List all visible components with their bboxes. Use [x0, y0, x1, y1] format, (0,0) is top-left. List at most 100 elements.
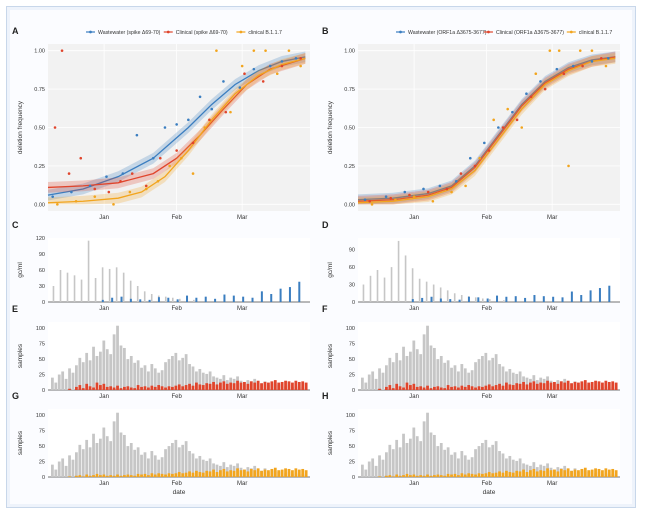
panel-c-gray-bar [80, 279, 83, 302]
panel-e-ytick-label: 25 [39, 373, 45, 379]
panel-a-data-point [280, 64, 284, 68]
panel-h-accent-bar [532, 468, 536, 477]
panel-g-accent-bar [287, 468, 291, 477]
panel-f-accent-bar [419, 386, 423, 390]
panel-f-accent-bar [470, 386, 474, 390]
panel-a-data-point [294, 57, 298, 60]
panel-a-xtick-label: Mar [237, 215, 247, 221]
panel-f-gray-bar [367, 374, 371, 390]
panel-g-ytick-label: 50 [39, 444, 45, 450]
panel-d-blue-bar [570, 291, 573, 302]
panel-h-accent-bar [422, 475, 426, 477]
panel-f-gray-bar [498, 364, 501, 390]
panel-e-accent-bar [236, 380, 239, 390]
panel-e-gray-bar [153, 368, 157, 390]
panel-d-blue-bar [552, 296, 555, 302]
panel-h-accent-bar [477, 473, 481, 477]
panel-a-data-point [105, 175, 108, 178]
panel-e-gray-bar [188, 364, 191, 390]
panel-h-accent-bar [566, 468, 570, 477]
panel-a-data-point [268, 64, 272, 68]
panel-g-accent-bar [78, 475, 82, 477]
panel-f-accent-bar [583, 380, 587, 390]
panel-h-gray-bar [505, 458, 508, 477]
panel-b-data-point [478, 156, 481, 160]
panel-f-ytick-label: 50 [349, 357, 355, 363]
panel-f-xtick-label: Mar [547, 394, 557, 400]
panel-g-gray-bar [150, 451, 154, 477]
panel-e-gray-bar [184, 354, 188, 390]
panel-g-accent-bar [160, 473, 164, 477]
panel-h-accent-bar [525, 472, 529, 477]
panel-f-gray-bar [525, 377, 529, 390]
panel-e-gray-bar [123, 347, 126, 390]
panel-f-accent-bar [498, 383, 501, 390]
panel-h-accent-bar [460, 473, 464, 477]
panel-f-accent-bar [601, 382, 604, 390]
panel-f-accent-bar [460, 385, 464, 390]
panel-c-gray-bar [59, 270, 62, 302]
panel-c-blue-bar [167, 297, 170, 302]
panel-g-accent-bar [177, 472, 181, 477]
panel-c-blue-bar [120, 296, 123, 302]
panel-c-ytick-label: 120 [36, 236, 45, 242]
panel-e-accent-bar [126, 386, 130, 390]
panel-e-gray-bar [78, 357, 82, 390]
panel-f-accent-bar [388, 385, 392, 390]
panel-f-gray-bar [463, 368, 467, 390]
panel-g-ytick-label: 75 [39, 429, 45, 435]
panel-h-gray-bar [433, 434, 436, 477]
panel-f-accent-bar [391, 388, 395, 390]
panel-h-accent-bar [549, 470, 553, 477]
panel-e-accent-bar [136, 385, 140, 390]
panel-b-data-point [389, 196, 393, 200]
panel-e-gray-bar [54, 382, 58, 390]
panel-h-gray-bar [453, 452, 457, 477]
panel-h-gray-bar [419, 441, 423, 477]
panel-f-gray-bar [491, 357, 495, 390]
panel-e-gray-bar [81, 362, 85, 390]
panel-e-accent-bar [267, 382, 270, 390]
panel-h-accent-bar [573, 469, 577, 477]
panel-h-gray-bar [402, 433, 405, 477]
panel-f-accent-bar [450, 386, 453, 390]
panel-h-accent-bar [515, 470, 519, 477]
panel-e-accent-bar [284, 380, 287, 390]
panel-f-gray-bar [429, 345, 433, 390]
panel-h-ytick-label: 50 [349, 444, 355, 450]
panel-d-blue-bar [589, 290, 592, 302]
panel-f-gray-bar [426, 325, 429, 390]
panel-g-gray-bar [102, 427, 106, 477]
panel-b-data-point [520, 126, 524, 129]
panel-e-gray-bar [140, 367, 143, 390]
panel-f-gray-bar [398, 360, 402, 390]
panel-f-gray-bar [374, 378, 378, 390]
panel-g-accent-bar [222, 468, 226, 477]
panel-d-gray-bar [460, 295, 463, 302]
panel-d-blue-bar [580, 295, 583, 302]
panel-f-accent-bar [415, 386, 419, 390]
panel-g-gray-bar [88, 447, 92, 477]
panel-g-accent-bar [212, 469, 215, 477]
panel-e-accent-bar [112, 387, 116, 390]
panel-c-xtick-label: Mar [237, 306, 247, 312]
panel-f-gray-bar [511, 372, 515, 390]
panel-b-data-point [370, 203, 374, 206]
panel-e-gray-bar [201, 372, 205, 390]
panel-e-accent-bar [143, 386, 147, 390]
panel-h-gray-bar [494, 441, 498, 477]
panel-f-accent-bar [477, 386, 481, 390]
panel-h-accent-bar [535, 471, 539, 477]
panel-a-data-point [261, 80, 265, 83]
panel-g-ytick-label: 100 [36, 413, 45, 419]
panel-f-accent-bar [549, 382, 553, 390]
panel-g-gray-bar [140, 454, 143, 477]
panel-g-accent-bar [150, 473, 154, 477]
panel-c-xtick-label: Feb [171, 306, 182, 312]
panel-g-accent-bar [105, 475, 109, 477]
panel-e-ytick-label: 0 [42, 388, 45, 394]
panel-h-xlabel: date [483, 489, 496, 496]
panel-d-letter: D [322, 220, 329, 230]
panel-h-accent-bar [594, 468, 597, 477]
panel-b-legend-marker [487, 30, 490, 34]
